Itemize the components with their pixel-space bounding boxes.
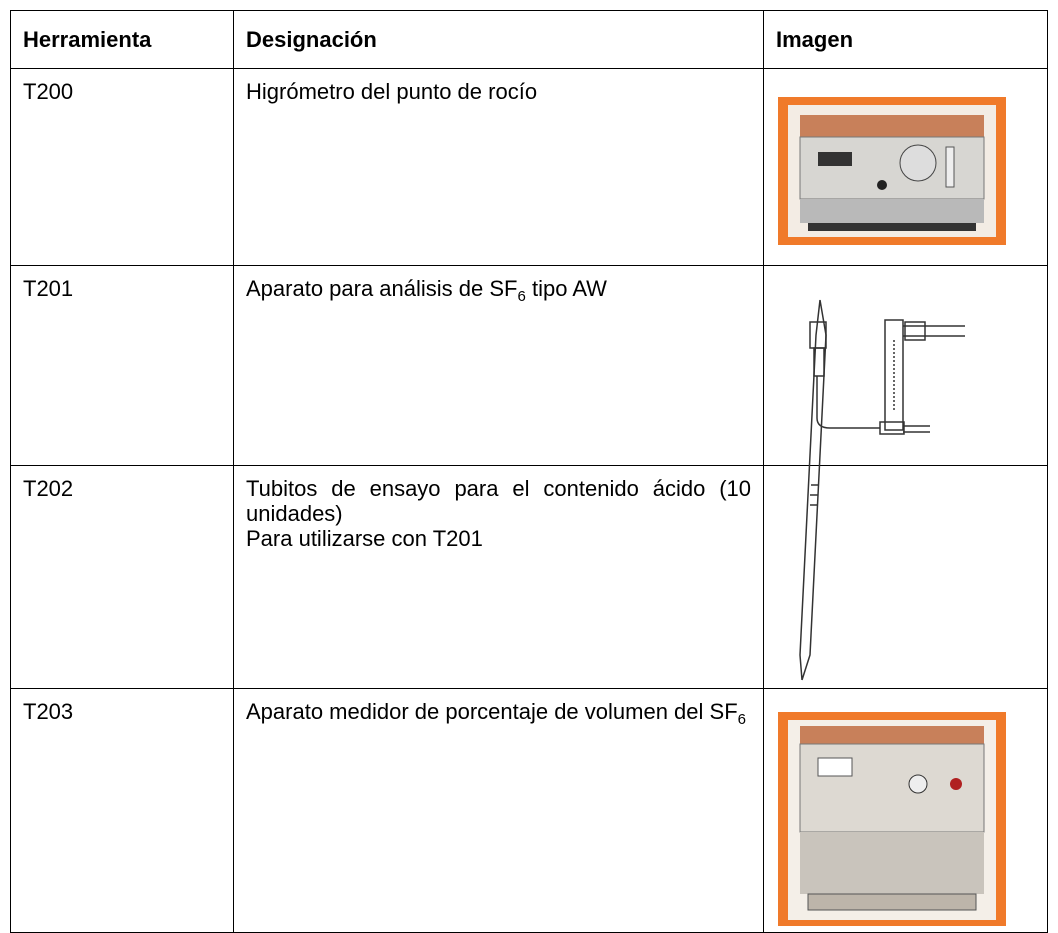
header-cell: Imagen: [763, 10, 1048, 69]
text: Higrómetro del punto de rocío: [246, 79, 538, 104]
subscript: 6: [517, 288, 526, 305]
tool-cell: T200: [10, 68, 234, 266]
header-cell: Herramienta: [10, 10, 234, 69]
text: Para utilizarse con T201: [246, 526, 483, 551]
tool-cell: T201: [10, 265, 234, 466]
designation-cell: Higrómetro del punto de rocío: [233, 68, 764, 266]
tool-cell: T203: [10, 688, 234, 933]
text: Aparato medidor de porcentaje de volumen…: [246, 699, 738, 724]
paragraph: Aparato medidor de porcentaje de volumen…: [246, 699, 751, 727]
designation-cell: Tubitos de ensayo para el contenido ácid…: [233, 465, 764, 689]
paragraph: Tubitos de ensayo para el contenido ácid…: [246, 476, 751, 526]
subscript: 6: [737, 711, 746, 728]
text: Tubitos de ensayo para el contenido ácid…: [246, 476, 751, 526]
designation-cell: Aparato medidor de porcentaje de volumen…: [233, 688, 764, 933]
text: Aparato para análisis de SF: [246, 276, 518, 301]
header-cell: Designación: [233, 10, 764, 69]
text: tipo AW: [525, 276, 607, 301]
image-test-tube: [799, 299, 827, 681]
image-volume-meter: [778, 712, 1006, 926]
designation-cell: Aparato para análisis de SF6 tipo AW: [233, 265, 764, 466]
image-hygrometer: [778, 97, 1006, 245]
paragraph: Para utilizarse con T201: [246, 526, 751, 551]
paragraph: Higrómetro del punto de rocío: [246, 79, 751, 104]
paragraph: Aparato para análisis de SF6 tipo AW: [246, 276, 751, 304]
tool-cell: T202: [10, 465, 234, 689]
